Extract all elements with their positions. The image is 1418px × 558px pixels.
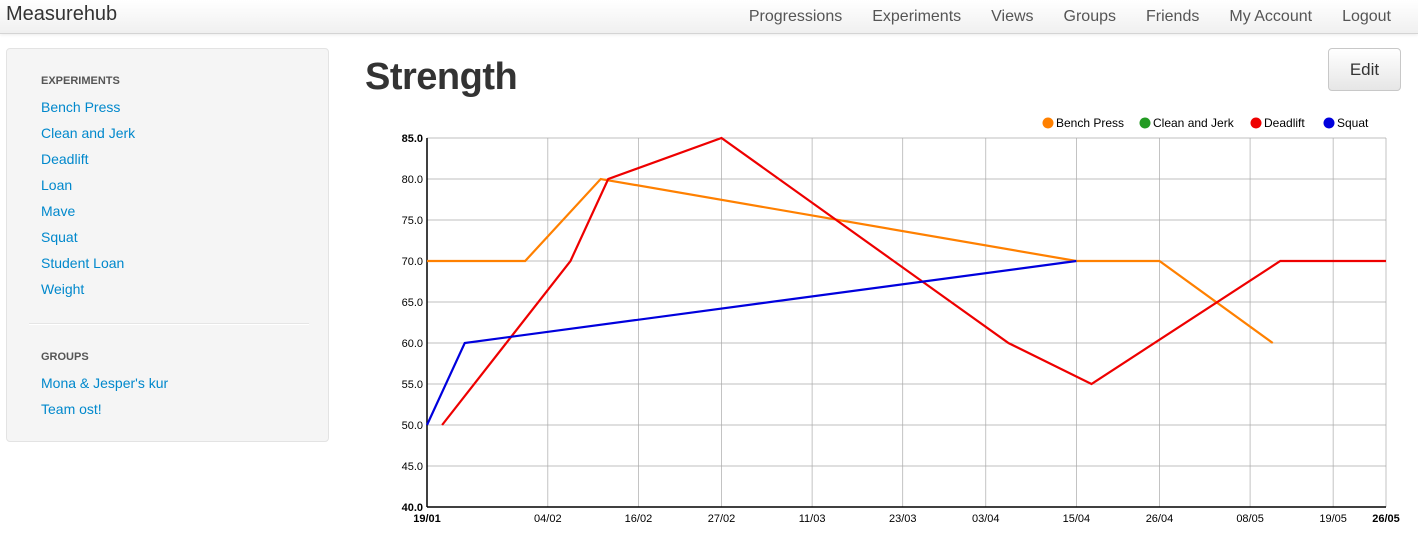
y-tick-label: 70.0 xyxy=(402,256,423,268)
legend-label: Deadlift xyxy=(1264,116,1305,130)
sidebar: EXPERIMENTS Bench Press Clean and Jerk D… xyxy=(6,48,329,442)
legend-label: Squat xyxy=(1337,116,1369,130)
y-tick-label: 45.0 xyxy=(402,461,423,473)
series-line-squat xyxy=(426,259,1077,426)
legend-marker xyxy=(1139,117,1151,129)
nav-progressions[interactable]: Progressions xyxy=(748,8,843,25)
sidebar-divider xyxy=(29,323,309,325)
sidebar-item-mave[interactable]: Mave xyxy=(41,203,76,219)
x-tick-label: 26/05 xyxy=(1372,513,1400,525)
nav-friends[interactable]: Friends xyxy=(1146,8,1200,25)
sidebar-item-loan[interactable]: Loan xyxy=(41,177,73,193)
sidebar-item-team-ost[interactable]: Team ost! xyxy=(41,401,102,417)
legend-marker xyxy=(1323,117,1335,129)
legend-marker xyxy=(1250,117,1262,129)
y-tick-label: 80.0 xyxy=(402,174,423,186)
x-tick-label: 03/04 xyxy=(972,513,1000,525)
series-line-deadlift xyxy=(441,136,1386,426)
x-tick-label: 19/01 xyxy=(413,513,441,525)
series-line-bench-press xyxy=(427,177,1274,344)
y-tick-label: 55.0 xyxy=(402,379,423,391)
x-tick-label: 08/05 xyxy=(1236,513,1264,525)
x-tick-label: 11/03 xyxy=(799,513,826,525)
experiments-header: EXPERIMENTS xyxy=(41,75,120,87)
legend-marker xyxy=(1042,117,1054,129)
y-tick-label: 50.0 xyxy=(402,420,423,432)
main-nav: Progressions Experiments Views Groups Fr… xyxy=(734,0,1418,34)
legend-label: Bench Press xyxy=(1056,116,1124,130)
top-navbar: Measurehub Progressions Experiments View… xyxy=(0,0,1418,34)
nav-groups[interactable]: Groups xyxy=(1063,8,1116,25)
x-tick-label: 16/02 xyxy=(625,513,653,525)
sidebar-item-squat[interactable]: Squat xyxy=(41,229,78,245)
x-tick-label: 26/04 xyxy=(1146,513,1174,525)
nav-views[interactable]: Views xyxy=(991,8,1034,25)
legend-label: Clean and Jerk xyxy=(1153,116,1235,130)
x-tick-label: 27/02 xyxy=(708,513,736,525)
x-tick-label: 23/03 xyxy=(889,513,917,525)
sidebar-item-mona-jesper[interactable]: Mona & Jesper's kur xyxy=(41,375,169,391)
nav-experiments[interactable]: Experiments xyxy=(872,8,962,25)
brand-logo[interactable]: Measurehub xyxy=(6,3,118,25)
x-tick-label: 04/02 xyxy=(534,513,562,525)
page-title: Strength xyxy=(365,56,518,98)
y-tick-label: 85.0 xyxy=(402,133,423,145)
y-tick-label: 65.0 xyxy=(402,297,423,309)
sidebar-item-deadlift[interactable]: Deadlift xyxy=(41,151,89,167)
sidebar-item-clean-and-jerk[interactable]: Clean and Jerk xyxy=(41,125,136,141)
nav-logout[interactable]: Logout xyxy=(1342,8,1391,25)
y-tick-label: 40.0 xyxy=(402,502,423,514)
sidebar-item-bench-press[interactable]: Bench Press xyxy=(41,99,121,115)
x-tick-label: 19/05 xyxy=(1319,513,1347,525)
sidebar-item-weight[interactable]: Weight xyxy=(41,281,85,297)
edit-button[interactable]: Edit xyxy=(1328,48,1401,91)
y-tick-label: 75.0 xyxy=(402,215,423,227)
sidebar-item-student-loan[interactable]: Student Loan xyxy=(41,255,125,271)
y-tick-label: 60.0 xyxy=(402,338,423,350)
strength-chart: 40.0 45.0 50.0 55.0 60.0 65.0 70.0 75.0 80.0 85.0… xyxy=(402,116,1400,525)
nav-my-account[interactable]: My Account xyxy=(1229,8,1313,25)
x-tick-label: 15/04 xyxy=(1063,513,1091,525)
groups-header: GROUPS xyxy=(41,351,89,363)
